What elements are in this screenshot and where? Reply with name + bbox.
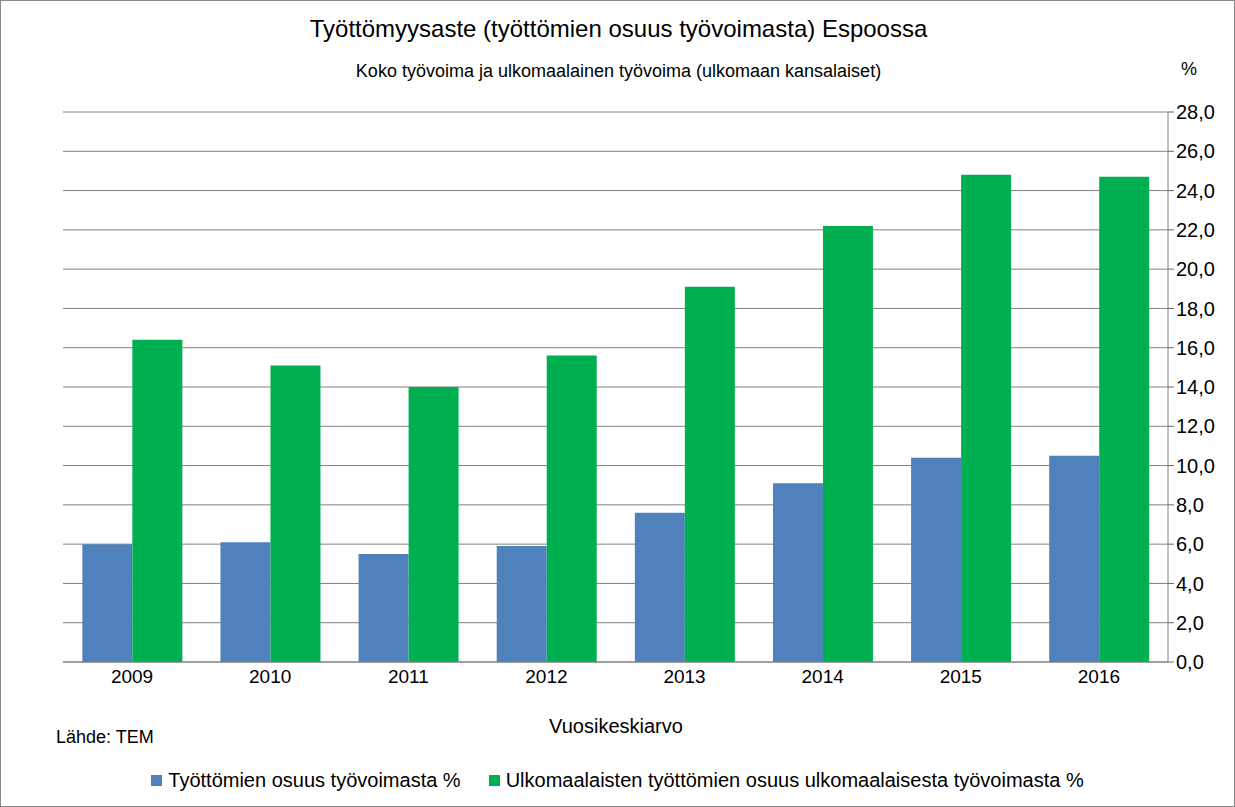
svg-text:6,0: 6,0 [1176, 533, 1204, 555]
svg-text:2009: 2009 [111, 666, 153, 687]
svg-text:2015: 2015 [940, 666, 982, 687]
svg-text:24,0: 24,0 [1176, 180, 1215, 202]
svg-text:26,0: 26,0 [1176, 140, 1215, 162]
svg-text:0,0: 0,0 [1176, 651, 1204, 673]
svg-text:2014: 2014 [802, 666, 845, 687]
svg-text:28,0: 28,0 [1176, 101, 1215, 123]
html-text:Koko työvoima ja ulkomaalainen: Koko työvoima ja ulkomaalainen työvoima … [355, 61, 882, 81]
svg-text:2010: 2010 [249, 666, 291, 687]
svg-text:18,0: 18,0 [1176, 298, 1215, 320]
svg-text:10,0: 10,0 [1176, 455, 1215, 477]
svg-text:2013: 2013 [663, 666, 705, 687]
svg-text:2,0: 2,0 [1176, 612, 1204, 634]
svg-text:14,0: 14,0 [1176, 376, 1215, 398]
html-text:Työttömien osuus työvoimasta %: Työttömien osuus työvoimasta % [168, 769, 461, 791]
html-text:Työttömyysaste (työttömien osu: Työttömyysaste (työttömien osuus työvoim… [309, 15, 928, 42]
svg-text:2011: 2011 [388, 666, 429, 687]
svg-text:2012: 2012 [525, 666, 567, 687]
svg-text:2016: 2016 [1078, 666, 1120, 687]
html-text:Ulkomaalaisten työttömien osuu: Ulkomaalaisten työttömien osuus ulkomaal… [505, 769, 1084, 791]
svg-text:16,0: 16,0 [1176, 337, 1215, 359]
html-text:Vuosikeskiarvo: Vuosikeskiarvo [549, 715, 683, 737]
svg-text:8,0: 8,0 [1176, 494, 1204, 516]
svg-text:12,0: 12,0 [1176, 415, 1215, 437]
html-text:Lähde: TEM: Lähde: TEM [56, 727, 154, 747]
svg-text:4,0: 4,0 [1176, 573, 1204, 595]
svg-text:20,0: 20,0 [1176, 258, 1215, 280]
svg-text:22,0: 22,0 [1176, 219, 1215, 241]
